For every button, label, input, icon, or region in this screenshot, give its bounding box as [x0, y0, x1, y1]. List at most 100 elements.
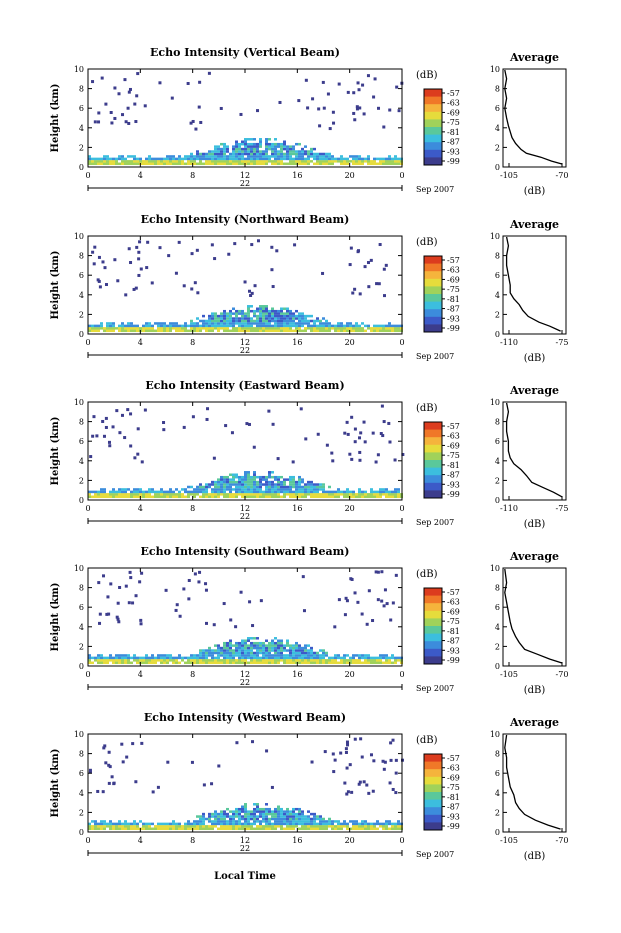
x-tick-label: 0: [85, 836, 90, 845]
echo-cell: [223, 152, 226, 156]
echo-cell: [106, 661, 109, 665]
echo-cell: [214, 651, 217, 655]
echo-cell: [248, 289, 252, 293]
echo-cell: [310, 825, 313, 828]
echo-cell: [250, 142, 253, 146]
echo-cell: [262, 661, 265, 665]
echo-cell: [286, 307, 289, 310]
echo-cell: [322, 155, 325, 158]
colorbar-segment: [424, 603, 442, 612]
echo-cell: [295, 493, 298, 496]
echo-cell: [136, 157, 139, 161]
echo-cell: [172, 822, 175, 826]
echo-cell: [169, 822, 172, 826]
echo-cell: [226, 162, 229, 166]
echo-cell: [143, 408, 147, 412]
echo-cell: [136, 324, 139, 328]
echo-cell: [397, 493, 400, 496]
echo-cell: [88, 495, 91, 499]
echo-cell: [349, 322, 352, 325]
echo-cell: [145, 654, 148, 657]
echo-cell: [211, 825, 214, 828]
echo-cell: [367, 825, 370, 828]
colorbar-tick-label: -81: [447, 128, 460, 137]
echo-cell: [244, 150, 247, 153]
echo-cell: [382, 490, 385, 494]
echo-cell: [178, 495, 181, 499]
echo-cell: [277, 654, 280, 657]
echo-cell: [142, 659, 145, 662]
echo-cell: [289, 152, 292, 156]
echo-cell: [318, 124, 322, 128]
echo-cell: [271, 656, 274, 660]
echo-cell: [244, 478, 247, 481]
echo-cell: [184, 490, 187, 494]
echo-cell: [238, 825, 241, 828]
echo-cell: [292, 820, 295, 823]
y-tick-label: 2: [79, 642, 84, 651]
echo-cell: [356, 600, 360, 604]
echo-cell: [358, 324, 361, 328]
echo-cell: [154, 490, 157, 494]
echo-cell: [245, 422, 249, 426]
echo-cell: [160, 160, 163, 163]
echo-cell: [106, 322, 109, 325]
echo-cell: [220, 483, 223, 486]
echo-cell: [181, 827, 184, 831]
echo-cell: [97, 493, 100, 496]
echo-cell: [91, 327, 94, 330]
echo-cell: [256, 803, 259, 806]
echo-cell: [190, 287, 194, 291]
echo-cell: [223, 656, 226, 660]
echo-cell: [345, 740, 349, 744]
echo-cell: [100, 322, 103, 325]
echo-cell: [253, 488, 256, 491]
echo-cell: [268, 656, 271, 660]
echo-cell: [104, 102, 108, 106]
echo-cell: [157, 827, 160, 831]
echo-cell: [363, 265, 367, 269]
echo-cell: [151, 329, 154, 333]
echo-cell: [270, 268, 274, 272]
echo-cell: [328, 656, 331, 660]
echo-cell: [322, 152, 325, 156]
echo-cell: [94, 160, 97, 163]
echo-cell: [205, 322, 208, 325]
echo-cell: [295, 654, 298, 657]
echo-cell: [142, 327, 145, 330]
echo-cell: [217, 488, 220, 491]
echo-cell: [268, 147, 271, 151]
echo-cell: [211, 495, 214, 499]
echo-cell: [199, 495, 202, 499]
echo-cell: [259, 475, 262, 479]
echo-cell: [136, 656, 139, 660]
x-tick-label: 8: [190, 504, 195, 513]
echo-cell: [202, 815, 205, 818]
echo-cell: [313, 656, 316, 660]
echo-cell: [226, 319, 229, 323]
echo-cell: [319, 820, 322, 823]
echo-cell: [292, 490, 295, 494]
echo-cell: [112, 656, 115, 660]
echo-cell: [256, 807, 259, 811]
echo-cell: [112, 825, 115, 828]
echo-cell: [256, 810, 259, 813]
date-day-label: 22: [240, 678, 250, 687]
echo-cell: [244, 822, 247, 826]
echo-cell: [232, 659, 235, 662]
echo-cell: [130, 329, 133, 333]
echo-cell: [379, 656, 382, 660]
echo-cell: [253, 646, 256, 650]
echo-cell: [304, 825, 307, 828]
echo-cell: [196, 488, 199, 491]
echo-cell: [211, 649, 214, 652]
echo-cell: [127, 247, 131, 251]
echo-cell: [235, 142, 238, 146]
echo-cell: [202, 155, 205, 158]
echo-cell: [304, 329, 307, 333]
echo-cell: [127, 90, 131, 94]
echo-cell: [151, 157, 154, 161]
echo-cell: [262, 160, 265, 163]
echo-cell: [313, 319, 316, 323]
echo-cell: [175, 329, 178, 333]
